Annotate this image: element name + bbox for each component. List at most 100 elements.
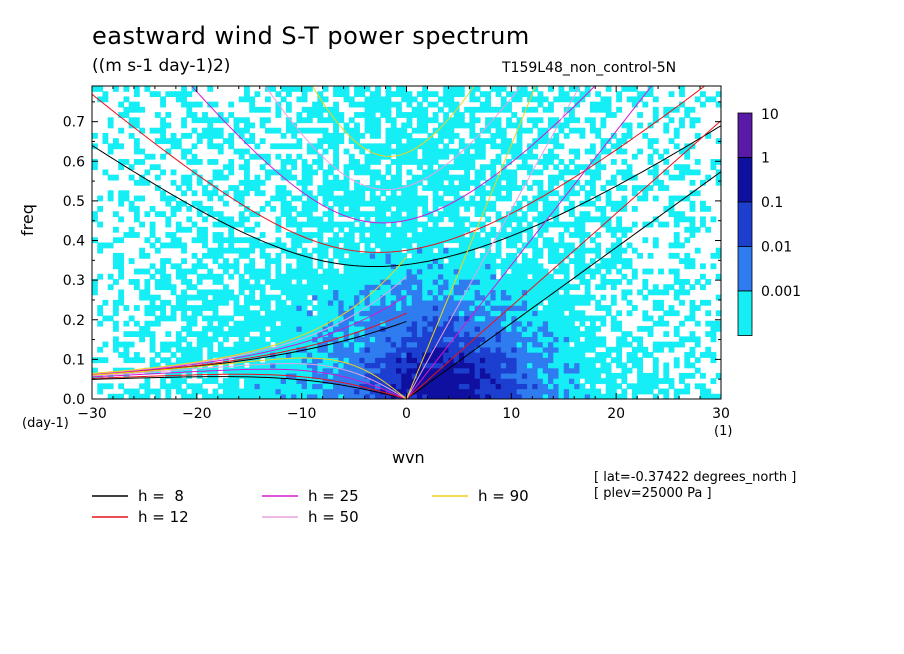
heatmap-cell	[390, 190, 397, 197]
heatmap-cell	[652, 383, 659, 390]
heatmap-cell	[312, 143, 318, 150]
heatmap-cell	[432, 237, 439, 244]
heatmap-cell	[244, 372, 250, 379]
heatmap-cell	[422, 305, 429, 311]
heatmap-cell	[652, 372, 659, 379]
heatmap-cell	[437, 164, 444, 171]
heatmap-cell	[432, 195, 439, 202]
heatmap-cell	[584, 179, 591, 186]
heatmap-cell	[511, 378, 518, 384]
heatmap-cell	[92, 159, 98, 165]
heatmap-cell	[479, 252, 486, 259]
heatmap-cell	[563, 367, 570, 374]
heatmap-cell	[123, 320, 130, 327]
heatmap-cell	[207, 346, 214, 353]
heatmap-cell	[212, 185, 219, 191]
heatmap-cell	[359, 185, 366, 191]
heatmap-cell	[610, 393, 617, 399]
heatmap-cell	[448, 279, 455, 285]
heatmap-cell	[186, 216, 193, 223]
heatmap-cell	[165, 216, 172, 223]
heatmap-cell	[437, 310, 444, 317]
heatmap-cell	[443, 289, 450, 296]
heatmap-cell	[631, 153, 638, 160]
heatmap-cell	[165, 112, 172, 118]
heatmap-cell	[291, 336, 298, 343]
heatmap-cell	[112, 258, 119, 264]
heatmap-cell	[500, 315, 507, 322]
heatmap-cell	[595, 169, 602, 176]
heatmap-cell	[411, 190, 418, 197]
heatmap-cell	[537, 221, 544, 228]
heatmap-cell	[343, 200, 350, 207]
heatmap-cell	[149, 331, 156, 337]
heatmap-cell	[181, 325, 187, 332]
heatmap-cell	[223, 336, 229, 343]
heatmap-cell	[133, 106, 140, 113]
heatmap-cell	[301, 336, 308, 343]
heatmap-cell	[605, 279, 612, 285]
heatmap-cell	[123, 305, 130, 311]
heatmap-cell	[354, 357, 360, 364]
heatmap-cell	[694, 159, 701, 165]
heatmap-cell	[453, 341, 460, 348]
heatmap-cell	[238, 331, 245, 337]
heatmap-cell	[118, 341, 125, 348]
heatmap-cell	[700, 205, 706, 212]
heatmap-cell	[490, 299, 497, 306]
heatmap-cell	[327, 226, 334, 233]
heatmap-cell	[458, 341, 465, 348]
heatmap-cell	[322, 86, 329, 92]
heatmap-cell	[312, 195, 318, 202]
heatmap-cell	[128, 226, 135, 233]
heatmap-cell	[437, 367, 444, 374]
heatmap-cell	[527, 383, 533, 390]
heatmap-cell	[605, 258, 612, 264]
heatmap-cell	[485, 247, 491, 254]
heatmap-cell	[422, 112, 429, 118]
heatmap-cell	[291, 237, 298, 244]
heatmap-cell	[500, 132, 507, 139]
heatmap-cell	[495, 174, 502, 181]
heatmap-cell	[464, 169, 470, 176]
heatmap-cell	[422, 279, 429, 285]
heatmap-cell	[107, 117, 114, 124]
heatmap-cell	[411, 273, 418, 280]
heatmap-cell	[233, 190, 240, 197]
heatmap-cell	[490, 357, 497, 364]
heatmap-cell	[385, 315, 392, 322]
heatmap-cell	[542, 372, 549, 379]
heatmap-cell	[380, 352, 387, 358]
x-tick-label: 0	[402, 406, 411, 422]
heatmap-cell	[238, 132, 245, 139]
heatmap-cell	[568, 325, 575, 332]
heatmap-cell	[694, 132, 701, 139]
heatmap-cell	[458, 289, 465, 296]
heatmap-cell	[254, 357, 261, 364]
heatmap-cell	[500, 372, 507, 379]
heatmap-cell	[553, 205, 560, 212]
heatmap-cell	[673, 106, 680, 113]
heatmap-cell	[574, 216, 581, 223]
heatmap-cell	[359, 190, 366, 197]
heatmap-cell	[416, 294, 423, 301]
heatmap-cell	[380, 242, 387, 249]
heatmap-cell	[416, 127, 423, 134]
heatmap-cell	[589, 185, 596, 191]
heatmap-cell	[380, 284, 387, 291]
heatmap-cell	[396, 325, 402, 332]
heatmap-cell	[280, 159, 287, 165]
heatmap-cell	[448, 299, 455, 306]
heatmap-cell	[322, 393, 329, 399]
heatmap-cell	[338, 247, 345, 254]
heatmap-cell	[600, 211, 607, 218]
heatmap-cell	[474, 388, 481, 395]
heatmap-cell	[464, 383, 470, 390]
heatmap-cell	[579, 294, 586, 301]
heatmap-cell	[469, 284, 476, 291]
heatmap-cell	[637, 362, 643, 369]
heatmap-cell	[375, 279, 381, 285]
heatmap-cell	[610, 388, 617, 395]
heatmap-cell	[516, 221, 523, 228]
heatmap-cell	[385, 169, 392, 176]
